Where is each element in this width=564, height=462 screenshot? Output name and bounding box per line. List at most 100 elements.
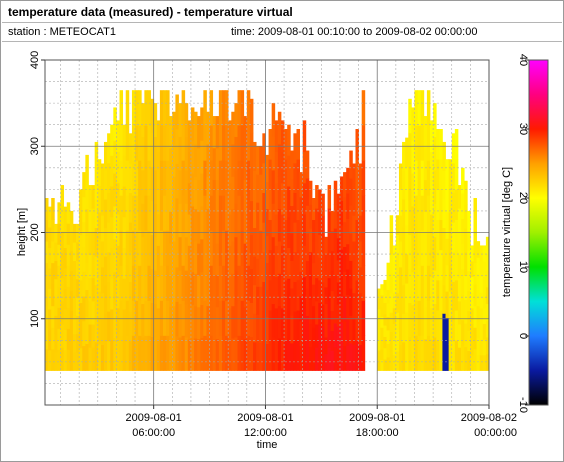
heatmap-cell bbox=[473, 284, 477, 307]
heatmap-cell bbox=[451, 222, 456, 253]
heatmap-cell bbox=[51, 198, 55, 220]
heatmap-cell bbox=[352, 215, 356, 242]
heatmap-cell bbox=[147, 195, 151, 231]
heatmap-cell bbox=[349, 205, 353, 234]
heatmap-cell bbox=[411, 304, 415, 339]
heatmap-cell bbox=[66, 286, 71, 308]
heatmap-cell bbox=[426, 125, 431, 161]
heatmap-cell bbox=[206, 273, 210, 307]
heatmap-cell bbox=[330, 350, 335, 371]
heatmap-cell bbox=[454, 249, 459, 281]
heatmap-cell bbox=[221, 300, 226, 336]
heatmap-cell bbox=[377, 309, 381, 320]
heatmap-cell bbox=[253, 141, 257, 171]
heatmap-cell bbox=[200, 238, 204, 273]
heatmap-cell bbox=[423, 147, 428, 181]
heatmap-cell bbox=[315, 254, 319, 279]
heatmap-cell bbox=[63, 247, 68, 269]
heatmap-cell bbox=[327, 185, 332, 209]
heatmap-cell bbox=[439, 279, 443, 311]
heatmap-cell bbox=[457, 347, 462, 371]
heatmap-cell bbox=[318, 257, 322, 281]
heatmap-cell bbox=[54, 242, 58, 261]
heatmap-cell bbox=[218, 195, 223, 231]
heatmap-cell bbox=[423, 211, 428, 244]
heatmap-cell bbox=[305, 288, 310, 316]
heatmap-cell bbox=[423, 243, 428, 276]
heatmap-cell bbox=[172, 273, 176, 307]
heatmap-cell bbox=[206, 111, 210, 145]
heatmap-cell bbox=[268, 249, 273, 281]
heatmap-cell bbox=[330, 270, 335, 292]
heatmap-cell bbox=[190, 140, 195, 174]
heatmap-cell bbox=[436, 249, 440, 281]
heatmap-cell bbox=[302, 276, 307, 309]
heatmap-cell bbox=[200, 337, 204, 371]
heatmap-cell bbox=[389, 331, 394, 352]
heatmap-cell bbox=[457, 300, 462, 325]
x-axis: 2009-08-01 06:00:00 2009-08-01 12:00:00 2009… bbox=[126, 405, 517, 439]
heatmap-cell bbox=[76, 297, 80, 316]
heatmap-cell bbox=[451, 251, 456, 282]
heatmap-cell bbox=[206, 208, 210, 242]
heatmap-cell bbox=[454, 129, 459, 160]
colorbar-tick-label: 0 bbox=[517, 333, 529, 339]
heatmap-cell bbox=[411, 140, 415, 174]
y-axis-label: height [m] bbox=[16, 208, 28, 256]
heatmap-cell bbox=[430, 120, 434, 153]
heatmap-cell bbox=[256, 230, 260, 259]
heatmap-cell bbox=[63, 206, 68, 228]
heatmap-cell bbox=[190, 271, 195, 306]
heatmap-cell bbox=[349, 343, 353, 371]
heatmap-cell bbox=[237, 230, 241, 266]
heatmap-cell bbox=[377, 319, 381, 330]
heatmap-cell bbox=[448, 212, 453, 239]
heatmap-cell bbox=[461, 269, 465, 295]
heatmap-cell bbox=[153, 203, 158, 238]
heatmap-cell bbox=[361, 125, 366, 161]
heatmap-cell bbox=[324, 320, 328, 338]
heatmap-cell bbox=[308, 346, 313, 371]
heatmap-cell bbox=[339, 176, 344, 202]
heatmap-cell bbox=[187, 276, 192, 309]
heatmap-cell bbox=[479, 339, 484, 356]
heatmap-cell bbox=[454, 159, 459, 190]
heatmap-cell bbox=[402, 141, 406, 171]
heatmap-cell bbox=[290, 178, 294, 206]
heatmap-cell bbox=[470, 276, 474, 293]
heatmap-cell bbox=[135, 300, 139, 336]
heatmap-cell bbox=[271, 303, 276, 338]
heatmap-cell bbox=[203, 125, 207, 161]
heatmap-cell bbox=[215, 211, 220, 244]
heatmap-cell bbox=[116, 339, 120, 371]
heatmap-cell bbox=[85, 154, 89, 183]
heatmap-cell bbox=[82, 345, 86, 371]
heatmap-cell bbox=[259, 342, 263, 371]
heatmap-cell bbox=[172, 208, 176, 242]
heatmap-cell bbox=[467, 250, 471, 272]
heatmap-cell bbox=[221, 230, 226, 266]
heatmap-cell bbox=[246, 230, 251, 266]
heatmap-cell bbox=[398, 241, 403, 268]
heatmap-cell bbox=[200, 140, 204, 174]
heatmap-cell bbox=[439, 249, 443, 281]
heatmap-cell bbox=[138, 265, 142, 301]
heatmap-cell bbox=[417, 160, 422, 196]
heatmap-cell bbox=[426, 300, 431, 336]
heatmap-cell bbox=[138, 195, 142, 231]
heatmap-cell bbox=[200, 271, 204, 306]
heatmap-cell bbox=[125, 300, 130, 336]
heatmap-cell bbox=[113, 304, 117, 339]
colorbar bbox=[528, 59, 549, 406]
heatmap-cell bbox=[243, 211, 248, 244]
heatmap-cell bbox=[274, 339, 279, 371]
heatmap-cell bbox=[45, 305, 49, 328]
heatmap-cell bbox=[141, 270, 145, 305]
heatmap-cell bbox=[231, 338, 235, 371]
heatmap-cell bbox=[343, 320, 347, 347]
heatmap-cell bbox=[240, 195, 245, 231]
heatmap-cell bbox=[221, 335, 226, 371]
heatmap-cell bbox=[91, 347, 96, 371]
heatmap-cell bbox=[184, 337, 189, 371]
heatmap-cell bbox=[125, 160, 130, 196]
